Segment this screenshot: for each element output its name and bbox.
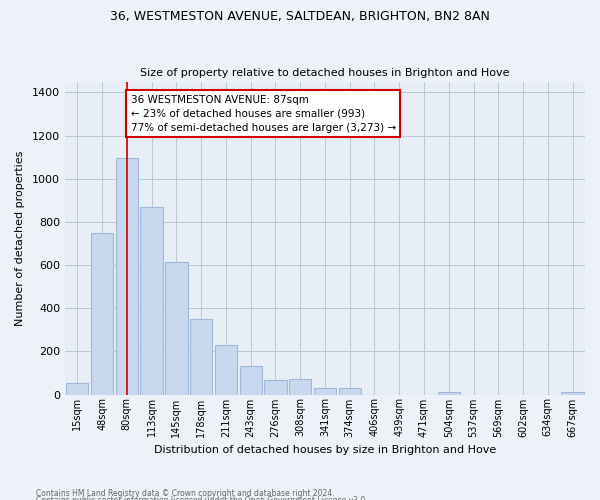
Text: Contains public sector information licensed under the Open Government Licence v3: Contains public sector information licen… <box>36 496 368 500</box>
Bar <box>562 392 584 394</box>
X-axis label: Distribution of detached houses by size in Brighton and Hove: Distribution of detached houses by size … <box>154 445 496 455</box>
Bar <box>140 206 163 394</box>
Y-axis label: Number of detached properties: Number of detached properties <box>15 150 25 326</box>
Bar <box>190 319 212 394</box>
Bar <box>437 392 460 394</box>
Bar <box>91 232 113 394</box>
Bar <box>314 388 336 394</box>
Bar <box>338 388 361 394</box>
Bar <box>116 158 138 394</box>
Text: 36 WESTMESTON AVENUE: 87sqm
← 23% of detached houses are smaller (993)
77% of se: 36 WESTMESTON AVENUE: 87sqm ← 23% of det… <box>131 94 395 132</box>
Bar <box>165 262 188 394</box>
Bar <box>215 346 237 395</box>
Bar <box>264 380 287 394</box>
Bar <box>239 366 262 394</box>
Bar <box>289 380 311 394</box>
Text: Contains HM Land Registry data © Crown copyright and database right 2024.: Contains HM Land Registry data © Crown c… <box>36 488 335 498</box>
Title: Size of property relative to detached houses in Brighton and Hove: Size of property relative to detached ho… <box>140 68 510 78</box>
Bar <box>66 382 88 394</box>
Text: 36, WESTMESTON AVENUE, SALTDEAN, BRIGHTON, BN2 8AN: 36, WESTMESTON AVENUE, SALTDEAN, BRIGHTO… <box>110 10 490 23</box>
